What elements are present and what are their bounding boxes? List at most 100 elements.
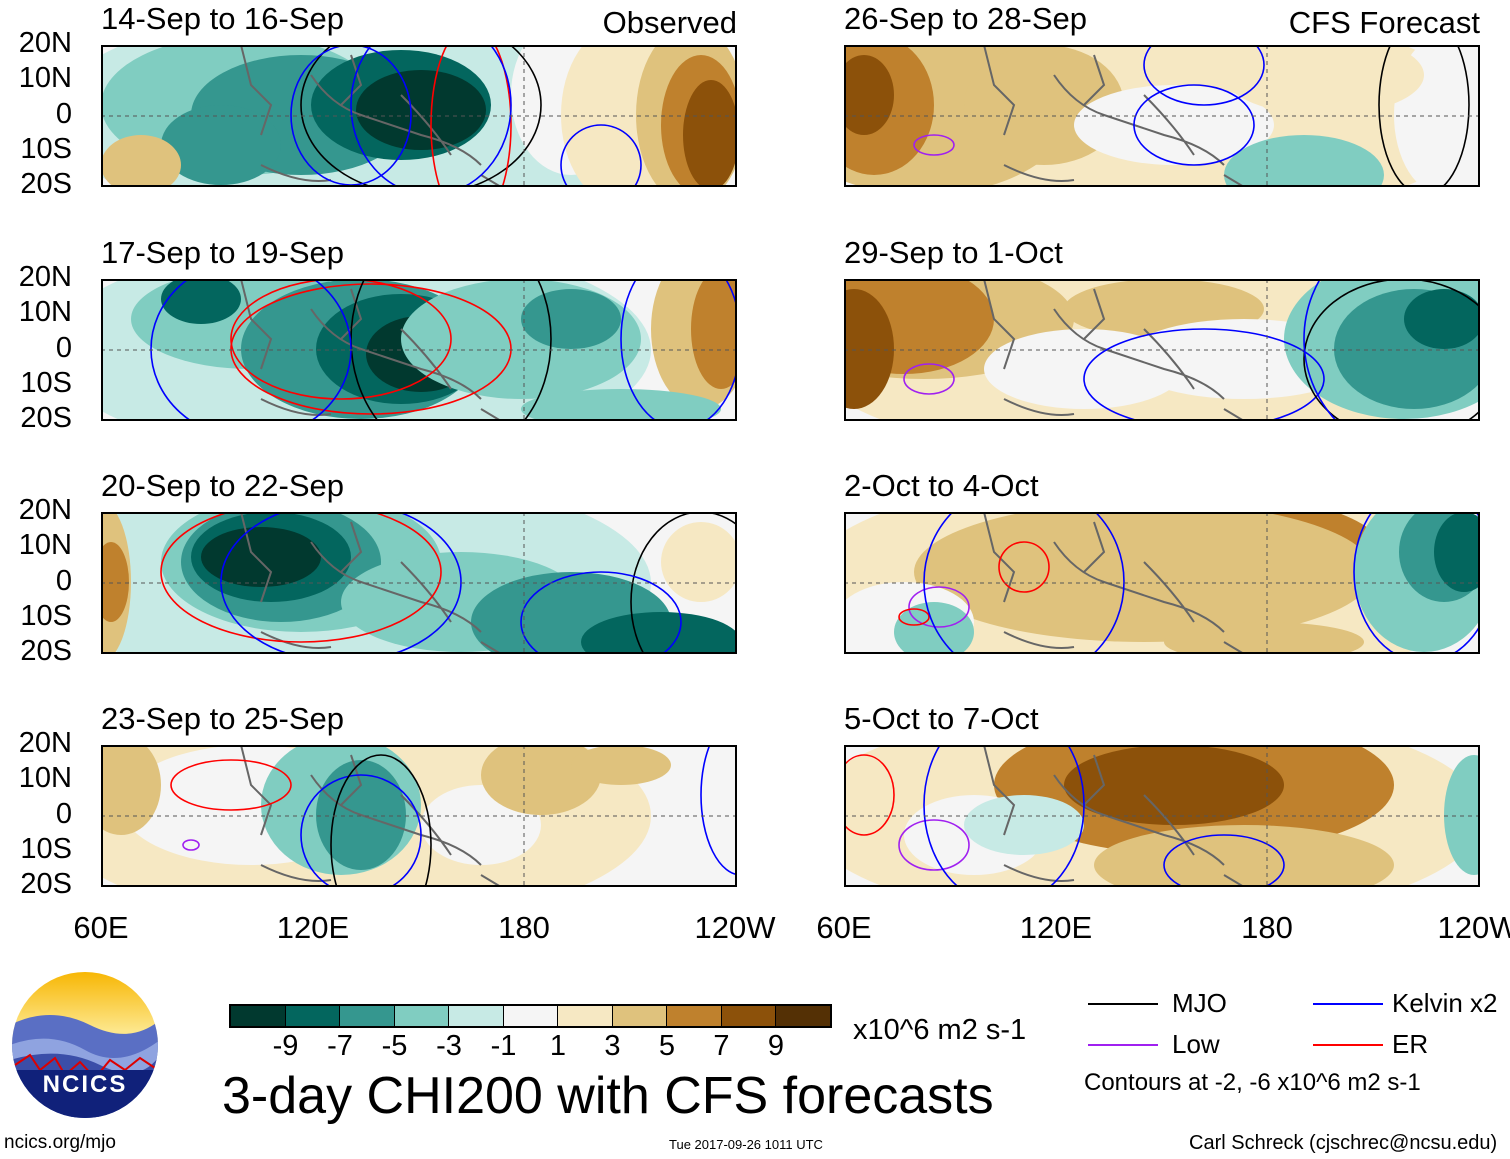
panel-border: [101, 279, 737, 421]
coastline: [983, 279, 1245, 421]
lat-label: 20N: [18, 27, 72, 59]
panel-title: 5-Oct to 7-Oct: [844, 701, 1039, 736]
map-panel: [844, 745, 1480, 887]
panel-border: [844, 745, 1480, 887]
lon-label: 120W: [694, 910, 776, 945]
shading-region: [914, 512, 1374, 642]
contour-line: [170, 759, 292, 811]
coastline: [983, 745, 1245, 887]
legend-label-low: Low: [1172, 1029, 1220, 1059]
shading-region: [571, 745, 671, 785]
contour-line: [220, 512, 462, 654]
shading-region: [1434, 512, 1480, 592]
lat-label: 0: [55, 797, 72, 830]
shading-region: [481, 745, 601, 815]
coastline: [240, 512, 502, 654]
lat-label: 10S: [20, 832, 72, 865]
colorbar-units: x10^6 m2 s-1: [853, 1014, 1027, 1046]
shading-region: [683, 80, 737, 187]
logo-text: NCICS: [43, 1071, 128, 1098]
legend-line-low: [1088, 1044, 1158, 1046]
legend-label-kelvin: Kelvin x2: [1392, 988, 1498, 1018]
shading-region: [844, 55, 894, 135]
lat-label: 10S: [20, 132, 72, 165]
contour-line: [903, 363, 955, 395]
figure-title: 3-day CHI200 with CFS forecasts: [222, 1067, 994, 1125]
colorbar-tick-label: -9: [272, 1030, 299, 1062]
panel-title: 17-Sep to 19-Sep: [101, 235, 345, 270]
shading-region: [1164, 622, 1364, 654]
lat-label: 20S: [20, 168, 72, 201]
panel-border: [844, 45, 1480, 187]
panel-corner-label: Observed: [602, 5, 737, 40]
map-panel: [101, 45, 737, 187]
contour-line: [898, 608, 930, 626]
shading-region: [964, 795, 1084, 855]
panel-title: 26-Sep to 28-Sep: [844, 1, 1088, 36]
lat-label: 20S: [20, 868, 72, 901]
author: Carl Schreck (cjschrec@ncsu.edu): [1189, 1132, 1498, 1154]
colorbar-tick-label: 3: [604, 1030, 621, 1062]
panel-title: 2-Oct to 4-Oct: [844, 468, 1039, 503]
lat-label: 10S: [20, 599, 72, 632]
legend-line-er: [1313, 1044, 1383, 1046]
legend-line-kelvin: [1313, 1003, 1383, 1005]
contour-line: [230, 283, 512, 415]
colorbar: [229, 1004, 832, 1028]
shading-region: [521, 389, 721, 421]
lon-label: 180: [1241, 910, 1293, 945]
legend-line-mjo: [1088, 1003, 1158, 1005]
legend-label-er: ER: [1392, 1029, 1429, 1059]
contour-line: [1303, 279, 1480, 421]
panel-border: [844, 512, 1480, 654]
legend-label-mjo: MJO: [1172, 988, 1227, 1018]
map-panel: [844, 279, 1480, 421]
shading-region: [894, 602, 974, 654]
shading-region: [1444, 755, 1480, 875]
contour-line: [1378, 45, 1470, 187]
contour-line: [1143, 45, 1265, 106]
colorbar-swatch: [394, 1006, 449, 1026]
shading-region: [101, 135, 181, 187]
lon-label: 60E: [73, 910, 129, 945]
colorbar-tick-label: -7: [327, 1030, 353, 1062]
colorbar-swatch: [503, 1006, 558, 1026]
shading-region: [661, 522, 737, 602]
colorbar-tick-label: 5: [658, 1030, 676, 1062]
shading-region: [101, 542, 129, 622]
shading-region: [844, 289, 894, 409]
colorbar-tick-label: 7: [713, 1030, 730, 1062]
contour-line: [350, 45, 512, 187]
colorbar-swatch: [612, 1006, 667, 1026]
lat-label: 10N: [18, 62, 72, 95]
shading-region: [1404, 289, 1480, 349]
panel-title: 29-Sep to 1-Oct: [844, 235, 1063, 270]
map-panel: [101, 745, 737, 887]
lat-label: 10N: [18, 529, 72, 562]
contour-line: [844, 754, 895, 836]
shading-region: [581, 612, 737, 654]
panel-border: [844, 279, 1480, 421]
lat-label: 20S: [20, 635, 72, 668]
lat-label: 0: [55, 97, 72, 130]
shading-region: [691, 279, 737, 389]
contour-line: [923, 745, 1085, 887]
colorbar-tick-label: -3: [436, 1030, 462, 1062]
contour-line: [913, 134, 955, 156]
colorbar-tick-label: 9: [767, 1030, 785, 1062]
colorbar-tick-label: -5: [381, 1030, 408, 1062]
lon-label: 60E: [816, 910, 872, 945]
colorbar-tick-label: -1: [490, 1030, 517, 1062]
contour-line: [300, 774, 422, 887]
coastline: [983, 512, 1245, 654]
contours-note: Contours at -2, -6 x10^6 m2 s-1: [1084, 1069, 1421, 1096]
contour-line: [430, 45, 512, 187]
colorbar-swatch: [721, 1006, 776, 1026]
contour-line: [923, 512, 1125, 654]
ncics-logo: NCICS: [12, 972, 158, 1118]
contour-line: [230, 279, 452, 400]
panel-border: [101, 745, 737, 887]
shading-region: [356, 70, 486, 150]
contour-line: [898, 819, 970, 871]
map-panel: [844, 45, 1480, 187]
